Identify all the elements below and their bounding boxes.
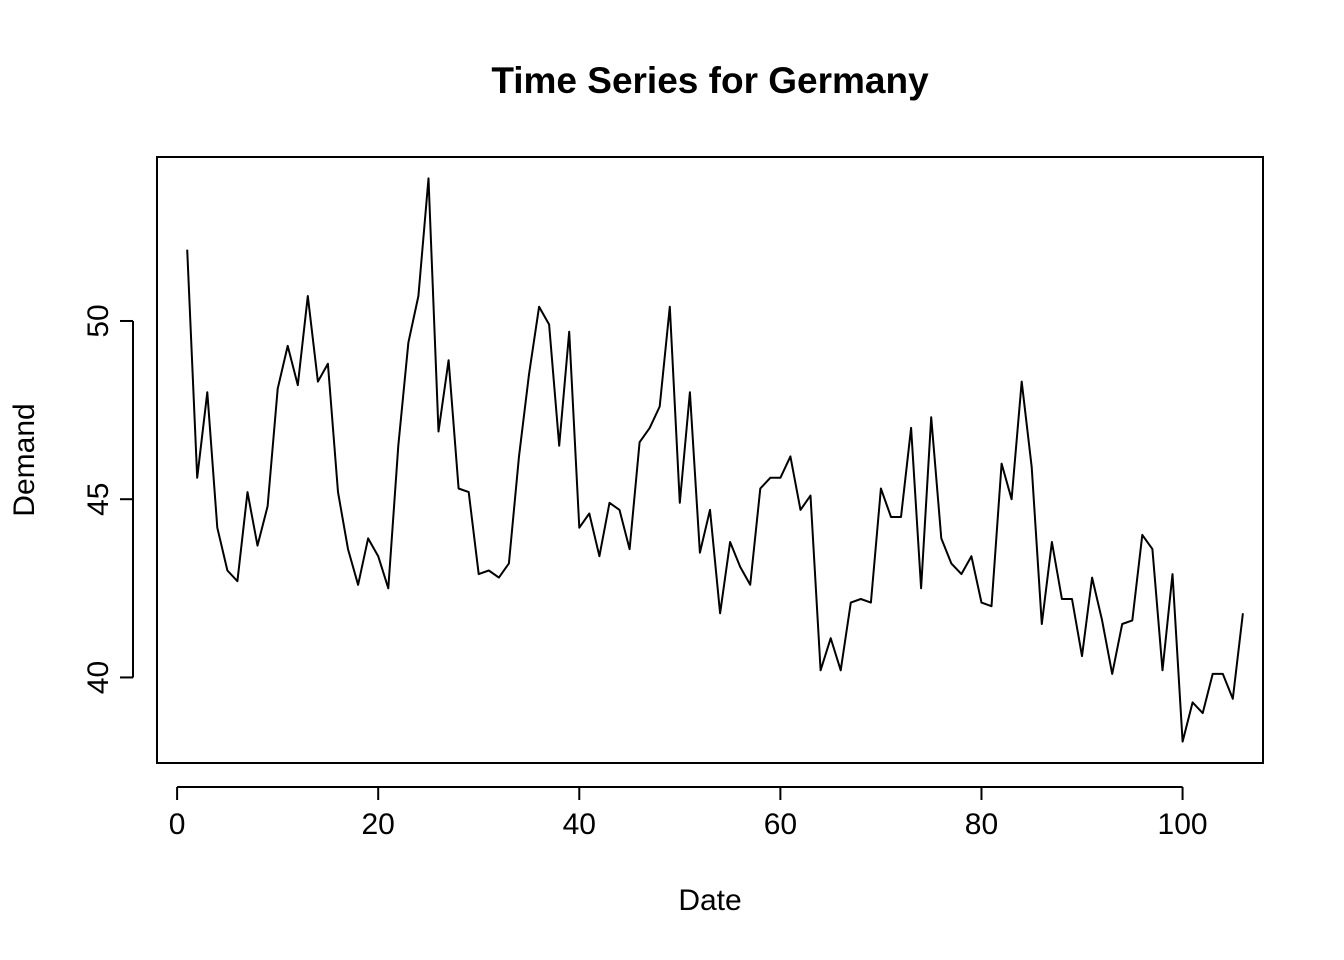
plot-frame bbox=[156, 156, 1264, 764]
x-axis-label: Date bbox=[678, 884, 741, 917]
x-tick-label: 0 bbox=[169, 808, 186, 841]
y-axis: 40 45 50 bbox=[82, 304, 134, 694]
y-axis-label: Demand bbox=[8, 403, 41, 516]
x-tick-label: 20 bbox=[362, 808, 395, 841]
x-tick-label: 80 bbox=[965, 808, 998, 841]
y-tick-label: 40 bbox=[82, 661, 115, 694]
series-group bbox=[186, 177, 1244, 743]
x-tick-label: 100 bbox=[1158, 808, 1208, 841]
y-tick-label: 45 bbox=[82, 483, 115, 516]
chart-title: Time Series for Germany bbox=[491, 60, 929, 101]
x-axis: 0 20 40 60 80 100 bbox=[169, 786, 1208, 841]
y-tick-label: 50 bbox=[82, 304, 115, 337]
x-tick-label: 60 bbox=[764, 808, 797, 841]
series-line bbox=[186, 177, 1244, 743]
x-tick-label: 40 bbox=[563, 808, 596, 841]
